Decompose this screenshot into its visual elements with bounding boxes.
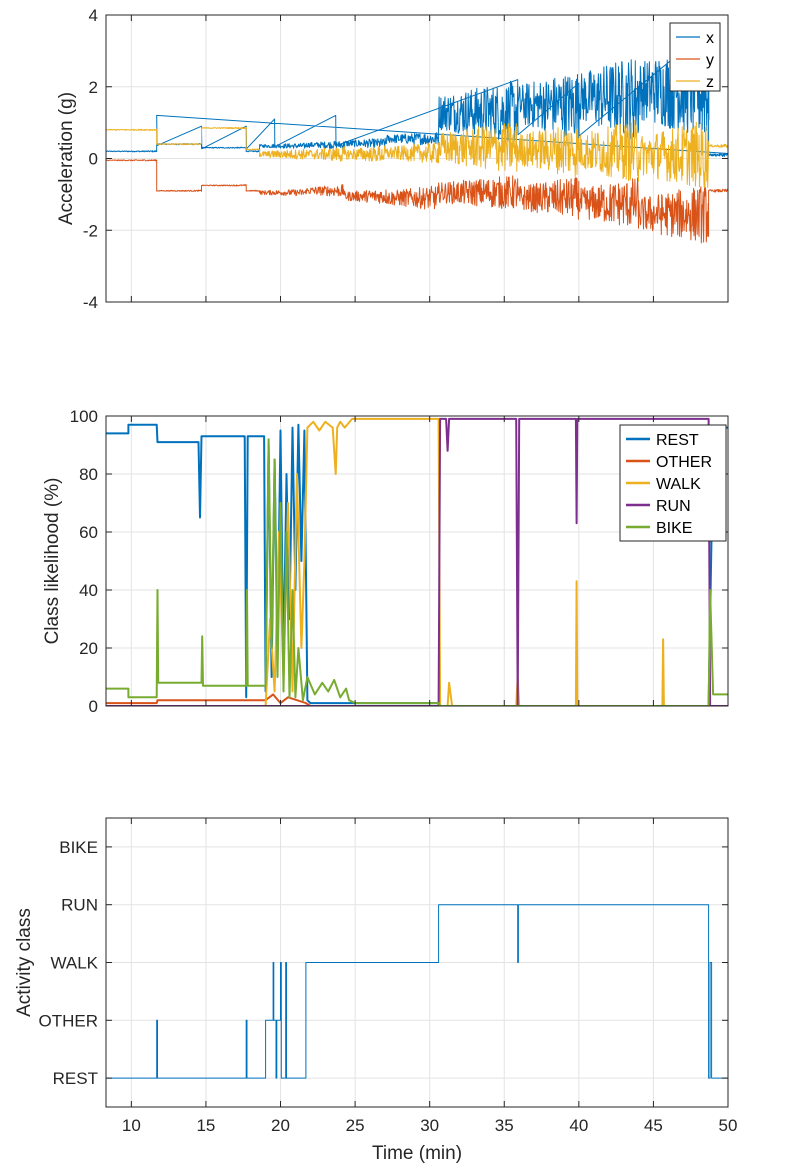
x-tick-label: 30 [420,1116,439,1135]
y-tick-label: 80 [79,465,98,484]
legend-label-z: z [706,74,714,91]
x-axis-label: Time (min) [372,1143,462,1164]
y-tick-label: -2 [83,221,98,240]
y-tick-label: 20 [79,639,98,658]
series-line-walk [106,417,728,706]
series-group [106,28,728,244]
x-tick-label: 45 [644,1116,663,1135]
axes-box [105,415,729,707]
series-line-bike [106,438,728,706]
y-tick-label: 0 [89,697,98,716]
series-line-other [106,693,728,706]
legend: xyz [669,22,721,92]
series-line-z [106,120,728,189]
y-tick-label: 60 [79,523,98,542]
y-tick-label: 0 [89,150,98,169]
series-group [106,904,728,1079]
series-line-run [106,417,728,706]
legend: REST OTHER WALK RUN BIKE [619,424,727,542]
y-tick-label: OTHER [39,1011,99,1030]
y-tick-label: REST [53,1069,98,1088]
series-group [106,417,728,706]
legend-label-y: y [706,52,714,69]
x-tick-label: 20 [271,1116,290,1135]
y-tick-label: 4 [89,6,98,25]
y-axis-label: Activity class [14,908,35,1017]
series-line-x [106,28,728,157]
chart-panel-1: -4 -2 0 2 4 Acceleration (g) xyz [56,6,729,312]
legend-label-run: RUN [656,498,691,515]
legend-box [669,22,721,92]
series-line-y [106,159,728,244]
x-tick-label: 25 [346,1116,365,1135]
y-tick-label: WALK [50,954,98,973]
y-tick-label: -4 [83,293,98,312]
x-tick-label: 40 [569,1116,588,1135]
x-tick-label: 15 [196,1116,215,1135]
y-tick-label: 40 [79,581,98,600]
y-tick-label: 2 [89,78,98,97]
y-axis-label: Acceleration (g) [56,92,77,225]
legend-label-bike: BIKE [656,520,692,537]
y-axis-label: Class likelihood (%) [42,478,63,645]
x-tick-label: 50 [719,1116,738,1135]
y-tick-label: BIKE [59,838,98,857]
legend-label-other: OTHER [656,454,712,471]
chart-panel-2: 0 20 40 60 80 100 Class likelihood (%) REST OTHE… [42,407,729,716]
x-tick-label: 35 [495,1116,514,1135]
chart-panel-3: 10 15 20 25 30 35 40 45 50 REST OTHER WALK RUN BIKE Ac… [14,817,738,1164]
x-tick-label: 10 [122,1116,141,1135]
y-tick-label: 100 [70,407,98,426]
legend-label-walk: WALK [656,476,701,493]
legend-label-x: x [706,30,714,47]
legend-label-rest: REST [656,432,699,449]
series-line-class [106,904,728,1079]
y-tick-label: RUN [61,896,98,915]
